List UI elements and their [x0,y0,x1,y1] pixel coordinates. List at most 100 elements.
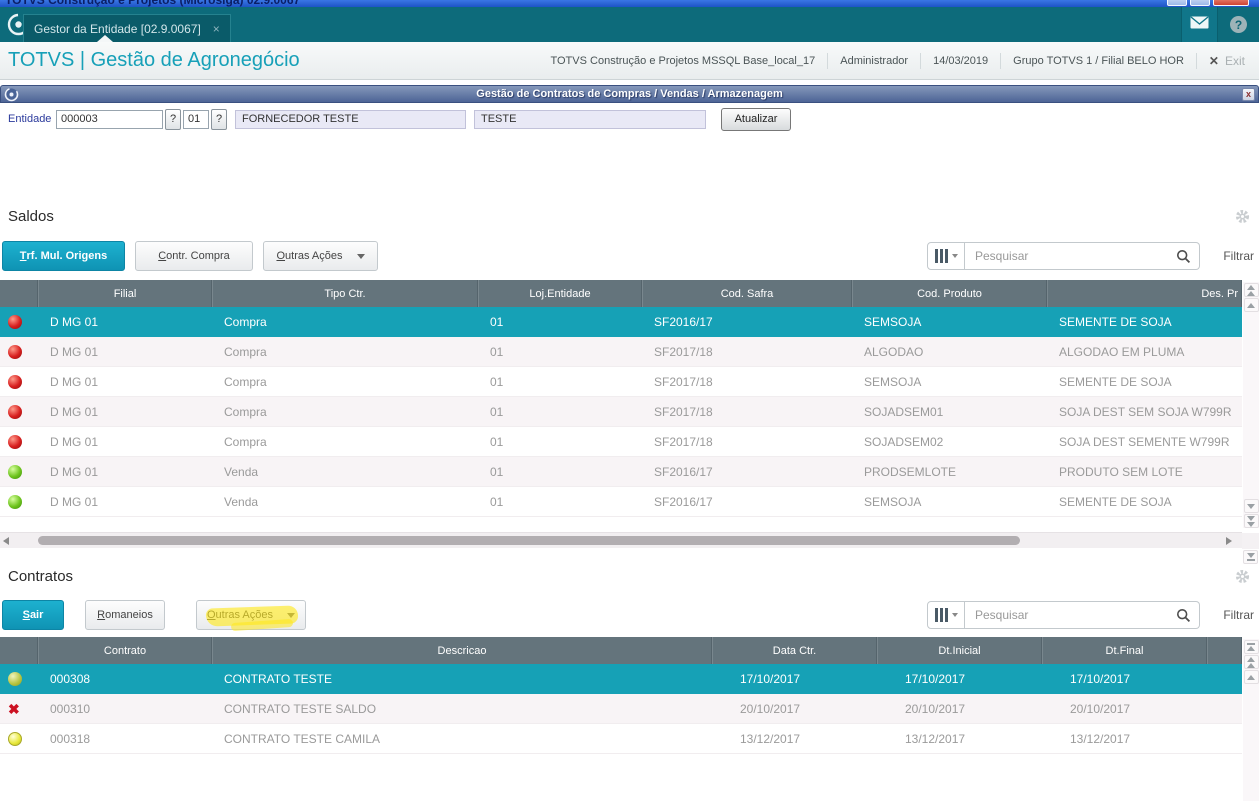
columns-config-button[interactable] [927,242,965,270]
exit-button[interactable]: ✕ Exit [1197,54,1257,68]
column-header-loj-entidade[interactable]: Loj.Entidade [478,280,642,307]
column-header-tipo-ctr[interactable]: Tipo Ctr. [212,280,478,307]
tab-close-icon[interactable]: × [212,21,220,36]
cell-dt-final: 17/10/2017 [1070,671,1131,686]
column-header-cod-safra[interactable]: Cod. Safra [642,280,852,307]
table-row[interactable]: D MG 01 Compra 01 SF2017/18 SEMSOJA SEME… [0,367,1242,397]
cell-dt-inicial: 17/10/2017 [905,671,966,686]
columns-config-button[interactable] [927,601,965,629]
row-status [0,731,38,746]
lookup-store-button[interactable]: ? [211,108,227,130]
column-header-filler [1207,637,1242,664]
column-header-filial[interactable]: Filial [38,280,212,307]
row-status [0,404,38,419]
header-meta: TOTVS Construção e Projetos MSSQL Base_l… [538,42,1257,79]
cell-produto: ALGODAO [864,344,924,359]
filter-link[interactable]: Filtrar [1223,249,1254,263]
dialog-close-icon[interactable]: x [1242,88,1255,101]
row-status [0,494,38,509]
column-header-cod-produto[interactable]: Cod. Produto [852,280,1047,307]
scrollbar-corner [1242,533,1259,549]
maximize-button[interactable] [1190,0,1210,6]
vertical-scrollbar[interactable] [1243,639,1259,801]
scroll-page-up-icon[interactable] [1243,655,1259,669]
refresh-button[interactable]: Atualizar [721,107,791,131]
cell-descricao: SEMENTE DE SOJA [1059,314,1172,329]
row-status [0,344,38,359]
horizontal-scrollbar[interactable] [0,532,1259,549]
search-input[interactable] [965,242,1200,270]
cell-filial: D MG 01 [50,434,99,449]
button-hotkey: R [97,609,106,621]
cell-descricao: PRODUTO SEM LOTE [1059,464,1183,479]
column-header-status[interactable] [0,280,38,307]
saldos-section-header: Saldos [0,205,1259,227]
tabbar-actions: ? [1181,7,1259,42]
column-header-status[interactable] [0,637,38,664]
user-label: Administrador [828,52,922,69]
entity-store-input[interactable] [183,109,209,129]
table-row[interactable]: D MG 01 Compra 01 SF2017/18 SOJADSEM02 S… [0,427,1242,457]
scroll-bottom-icon[interactable] [1243,550,1258,564]
help-button[interactable]: ? [1217,7,1259,42]
vertical-scrollbar[interactable] [1243,282,1259,528]
table-row[interactable]: 000308 CONTRATO TESTE 17/10/2017 17/10/2… [0,664,1242,694]
table-row[interactable]: D MG 01 Compra 01 SF2017/18 ALGODAO ALGO… [0,337,1242,367]
table-row[interactable]: D MG 01 Compra 01 SF2017/18 SOJADSEM01 S… [0,397,1242,427]
cell-tipo: Compra [224,314,267,329]
scroll-page-up-icon[interactable] [1243,283,1259,297]
column-header-contrato[interactable]: Contrato [38,637,212,664]
cell-produto: SOJADSEM01 [864,404,944,419]
column-header-data-ctr[interactable]: Data Ctr. [712,637,877,664]
mail-button[interactable] [1181,7,1217,42]
scroll-page-down-icon[interactable] [1243,514,1259,528]
lookup-code-button[interactable]: ? [165,108,181,130]
column-header-dt-inicial[interactable]: Dt.Inicial [877,637,1042,664]
cell-loja: 01 [490,404,504,419]
search-icon[interactable] [1176,608,1191,628]
close-button[interactable] [1213,0,1249,6]
scroll-right-icon[interactable] [1226,537,1232,545]
cell-loja: 01 [490,314,504,329]
tab-gestor-da-entidade[interactable]: Gestor da Entidade [02.9.0067] × [23,14,231,42]
cell-contrato: 000310 [50,701,91,716]
button-label: omaneios [105,609,153,621]
search-icon[interactable] [1176,249,1191,269]
gear-icon[interactable] [1235,569,1250,589]
table-row[interactable]: D MG 01 Compra 01 SF2016/17 SEMSOJA SEME… [0,307,1242,337]
filter-link[interactable]: Filtrar [1223,608,1254,622]
search-input[interactable] [965,601,1200,629]
cell-dt-inicial: 13/12/2017 [905,731,966,746]
scroll-left-icon[interactable] [3,537,9,545]
minimize-button[interactable] [1167,0,1187,6]
table-row[interactable]: D MG 01 Venda 01 SF2016/17 SEMSOJA SEMEN… [0,487,1242,517]
table-row[interactable]: D MG 01 Venda 01 SF2016/17 PRODSEMLOTE P… [0,457,1242,487]
column-header-dt-final[interactable]: Dt.Final [1042,637,1207,664]
row-status [0,464,38,479]
scroll-down-icon[interactable] [1243,499,1259,513]
table-row[interactable]: ✖ 000310 CONTRATO TESTE SALDO 20/10/2017… [0,694,1242,724]
gear-icon[interactable] [1235,209,1250,229]
scroll-up-icon[interactable] [1243,298,1259,312]
scrollbar-thumb[interactable] [38,536,1020,545]
table-row[interactable]: 000318 CONTRATO TESTE CAMILA 13/12/2017 … [0,724,1242,754]
dialog-title: Gestão de Contratos de Compras / Vendas … [476,88,783,100]
scroll-up-icon[interactable] [1243,670,1259,684]
entity-form: Entidade ? ? FORNECEDOR TESTE TESTE Atua… [0,103,1259,135]
scroll-top-icon[interactable] [1243,640,1259,654]
cell-safra: SF2017/18 [654,374,713,389]
cell-filial: D MG 01 [50,374,99,389]
column-header-des-produto[interactable]: Des. Pr [1047,280,1242,307]
cell-dt-final: 13/12/2017 [1070,731,1131,746]
cell-data-ctr: 20/10/2017 [740,701,801,716]
cell-loja: 01 [490,374,504,389]
entity-code-input[interactable] [56,109,163,129]
column-header-descricao[interactable]: Descricao [212,637,712,664]
